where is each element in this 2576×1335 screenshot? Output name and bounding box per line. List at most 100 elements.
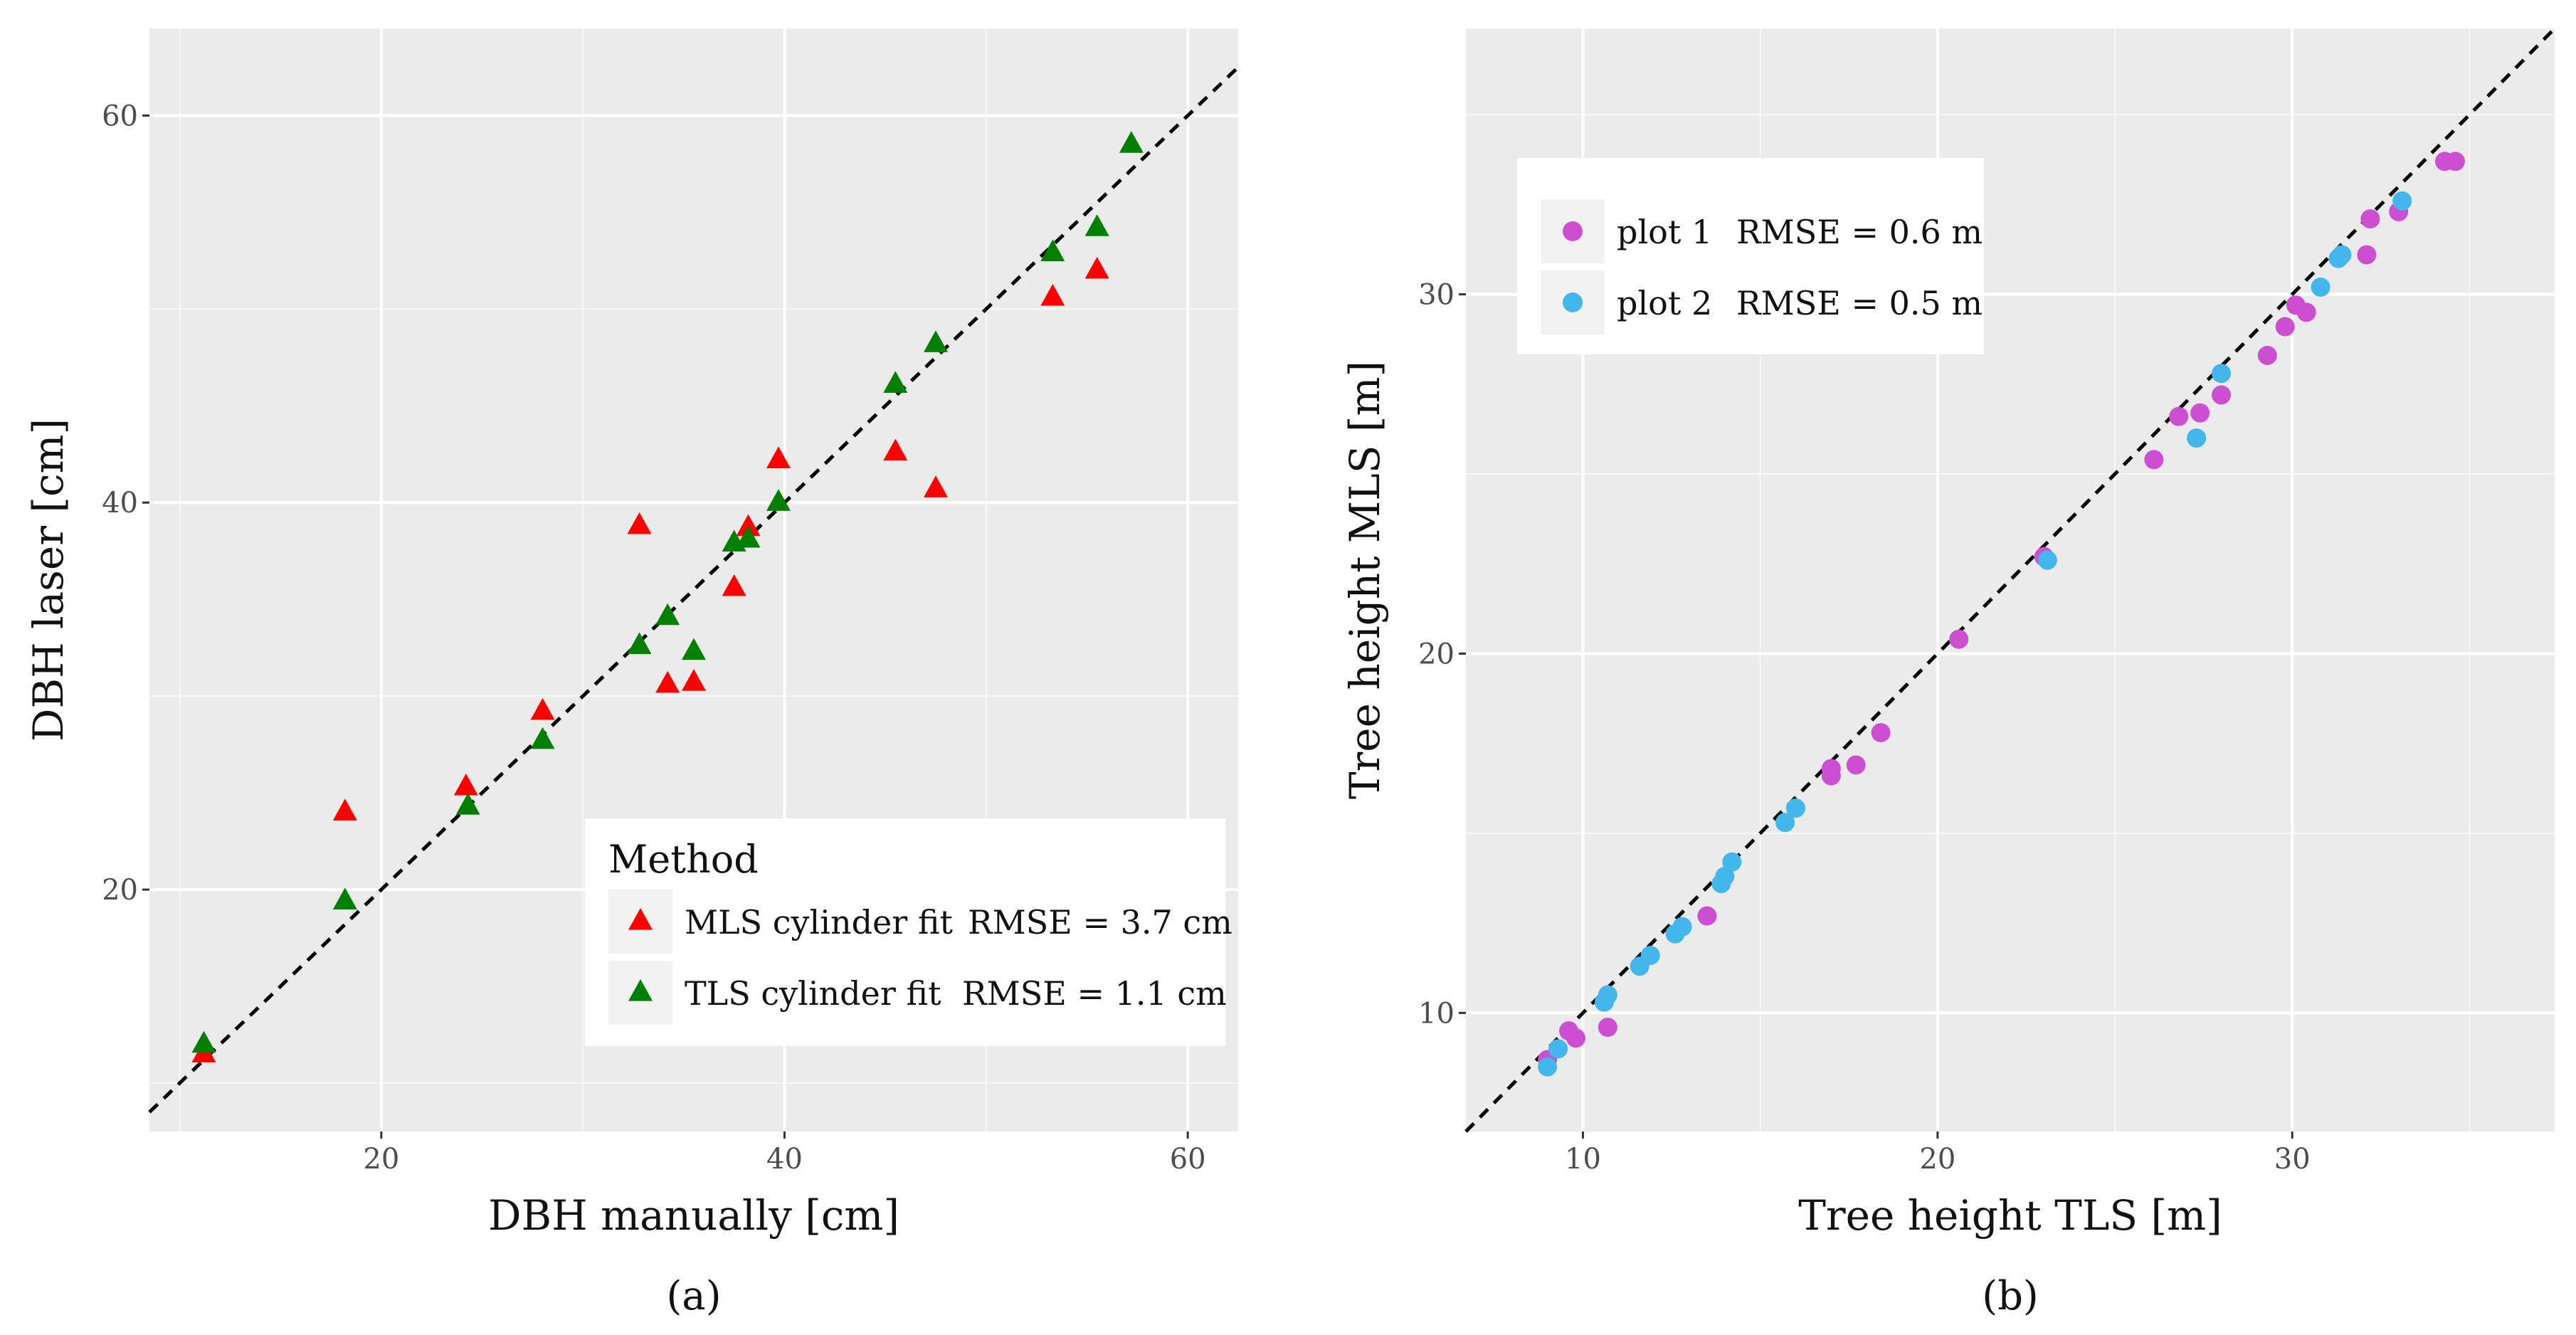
data-point-mls-cylinder-fit	[883, 438, 908, 461]
data-point-plot-1	[2169, 406, 2189, 426]
y-tick-label: 30	[1418, 279, 1455, 312]
panel-b-legend: plot 1 RMSE = 0.6 m plot 2 RMSE = 0.5 m	[1517, 158, 1984, 354]
data-point-plot-2	[2332, 245, 2352, 265]
data-point-tls-cylinder-fit	[924, 330, 948, 352]
data-point-tls-cylinder-fit	[1084, 214, 1109, 236]
data-point-plot-2	[1598, 985, 1617, 1005]
data-point-plot-1	[1949, 629, 1969, 649]
data-point-plot-2	[1775, 813, 1795, 833]
data-point-plot-2	[1672, 917, 1692, 936]
data-point-plot-1	[1598, 1018, 1617, 1038]
panel-b-legend-marker-plot1	[1563, 221, 1583, 241]
data-point-plot-1	[2360, 209, 2380, 229]
data-point-mls-cylinder-fit	[924, 475, 948, 497]
y-tick-label: 40	[102, 487, 138, 519]
data-point-tls-cylinder-fit	[455, 793, 480, 815]
data-point-tls-cylinder-fit	[1119, 131, 1144, 153]
panel-b-tick-labels: 10 20 30 10 20 30	[1418, 279, 2311, 1176]
data-point-tls-cylinder-fit	[627, 632, 652, 655]
data-point-mls-cylinder-fit	[1040, 284, 1065, 306]
data-point-plot-2	[2037, 550, 2057, 570]
panel-a-tick-labels: 20 40 60 20 40 60	[102, 100, 1206, 1176]
panel-a-dbh-chart: 20 40 60 20 40 60 DBH manually [cm] DBH laser…	[24, 28, 1240, 1319]
data-point-plot-2	[1538, 1057, 1558, 1077]
panel-a-legend-rmse-tls: RMSE = 1.1 cm	[962, 974, 1227, 1013]
data-point-mls-cylinder-fit	[766, 446, 791, 469]
identity-dashed-line	[148, 65, 1240, 1114]
data-point-plot-2	[1785, 798, 1805, 818]
data-point-plot-2	[2187, 428, 2207, 448]
y-tick-label: 10	[1418, 997, 1455, 1030]
panel-a-legend-rmse-mls: RMSE = 3.7 cm	[968, 903, 1232, 941]
data-point-tls-cylinder-fit	[530, 727, 555, 749]
x-tick-label: 20	[363, 1143, 399, 1176]
panel-b-legend-marker-plot2	[1563, 292, 1583, 312]
data-point-plot-2	[2392, 191, 2412, 211]
data-point-tls-cylinder-fit	[191, 1030, 216, 1053]
y-tick-label: 20	[1418, 638, 1455, 671]
panel-a-legend-marker-tls	[628, 979, 653, 1001]
data-point-plot-1	[2275, 317, 2295, 337]
panel-a-x-axis-title: DBH manually [cm]	[488, 1191, 899, 1240]
data-point-mls-cylinder-fit	[722, 574, 746, 596]
panel-b-data-points	[1538, 152, 2465, 1077]
x-tick-label: 30	[2274, 1143, 2311, 1176]
data-point-mls-cylinder-fit	[1084, 256, 1109, 279]
data-point-tls-cylinder-fit	[1040, 239, 1065, 262]
data-point-mls-cylinder-fit	[682, 669, 706, 691]
panel-a-legend-box	[585, 818, 1225, 1046]
panel-a-legend-label-mls: MLS cylinder fit	[685, 903, 954, 941]
data-point-tls-cylinder-fit	[736, 525, 761, 548]
data-point-plot-2	[1715, 867, 1735, 887]
panel-b-label: (b)	[1982, 1273, 2039, 1319]
data-point-plot-2	[2311, 278, 2330, 297]
x-tick-label: 20	[1919, 1143, 1955, 1176]
x-tick-label: 10	[1565, 1143, 1601, 1176]
data-point-tls-cylinder-fit	[655, 603, 680, 626]
panel-a-legend-marker-mls	[628, 908, 653, 930]
panel-a-y-axis-title: DBH laser [cm]	[24, 418, 73, 742]
data-point-plot-1	[2296, 302, 2316, 322]
y-tick-label: 60	[102, 100, 138, 132]
data-point-plot-1	[1697, 906, 1717, 926]
data-point-plot-1	[1871, 723, 1891, 743]
panel-a-legend-label-tls: TLS cylinder fit	[685, 974, 941, 1013]
data-point-mls-cylinder-fit	[736, 514, 761, 537]
data-point-plot-2	[1640, 946, 1660, 966]
data-point-plot-1	[1846, 755, 1866, 775]
data-point-tls-cylinder-fit	[682, 638, 706, 660]
data-point-tls-cylinder-fit	[332, 887, 357, 910]
panel-b-tree-height-chart: 10 20 30 10 20 30 Tree height TLS [m] Tree he…	[1341, 27, 2556, 1319]
data-point-mls-cylinder-fit	[655, 670, 680, 693]
panel-a-legend-title: Method	[608, 837, 759, 882]
data-point-plot-2	[2212, 364, 2232, 384]
panel-b-legend-label-plot2: plot 2	[1617, 284, 1712, 322]
panel-b-y-axis-title: Tree height MLS [m]	[1341, 361, 1389, 799]
data-point-plot-1	[1821, 759, 1841, 779]
data-point-plot-1	[2212, 385, 2232, 405]
panel-a-label: (a)	[666, 1273, 721, 1319]
panel-b-legend-rmse-plot1: RMSE = 0.6 m	[1736, 213, 1983, 251]
panel-b-x-axis-title: Tree height TLS [m]	[1798, 1191, 2222, 1240]
panel-b-legend-rmse-plot2: RMSE = 0.5 m	[1736, 284, 1983, 322]
x-tick-label: 60	[1170, 1143, 1206, 1176]
data-point-plot-1	[2257, 345, 2277, 365]
data-point-plot-1	[2190, 403, 2210, 423]
data-point-mls-cylinder-fit	[453, 773, 478, 796]
data-point-plot-1	[1566, 1028, 1585, 1048]
x-tick-label: 40	[766, 1143, 803, 1176]
data-point-tls-cylinder-fit	[766, 489, 791, 511]
panel-b-legend-label-plot1: plot 1	[1617, 213, 1712, 251]
panel-a-reference-line	[148, 65, 1240, 1114]
data-point-plot-1	[2357, 245, 2377, 265]
data-point-tls-cylinder-fit	[883, 371, 908, 393]
panel-a-data-points	[191, 131, 1144, 1062]
data-point-plot-2	[1548, 1039, 1568, 1059]
data-point-plot-2	[1722, 852, 1742, 872]
data-point-mls-cylinder-fit	[627, 512, 652, 534]
data-point-mls-cylinder-fit	[530, 697, 555, 720]
y-tick-label: 20	[102, 874, 138, 907]
panel-a-legend: Method MLS cylinder fit RMSE = 3.7 cm TL…	[585, 818, 1232, 1046]
data-point-plot-1	[2445, 152, 2465, 172]
